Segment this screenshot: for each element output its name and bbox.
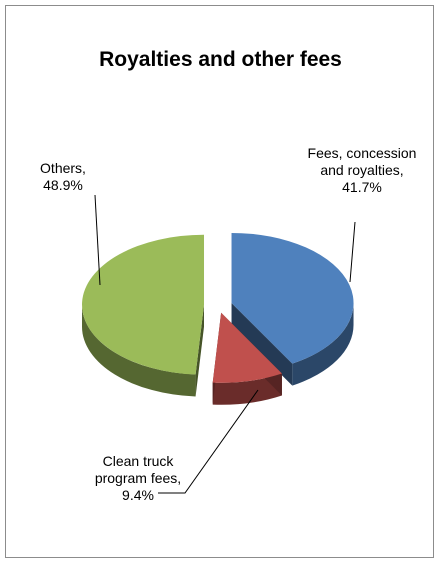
slice-clean-truck [212, 312, 282, 383]
slice-fees-side [231, 302, 354, 386]
leader-line-others [94, 194, 101, 286]
leader-line-clean [158, 389, 259, 494]
chart-frame [5, 5, 434, 558]
slice-fees [231, 232, 354, 364]
data-label-fees: Fees, concession and royalties, 41.7% [307, 145, 417, 195]
slice-others [82, 234, 205, 375]
leader-line-fees [349, 221, 356, 283]
slice-others-side [82, 304, 205, 397]
chart-title: Royalties and other fees [99, 48, 342, 71]
data-label-clean-truck: Clean truck program fees, 9.4% [94, 453, 182, 503]
data-label-others: Others, 48.9% [40, 160, 86, 193]
